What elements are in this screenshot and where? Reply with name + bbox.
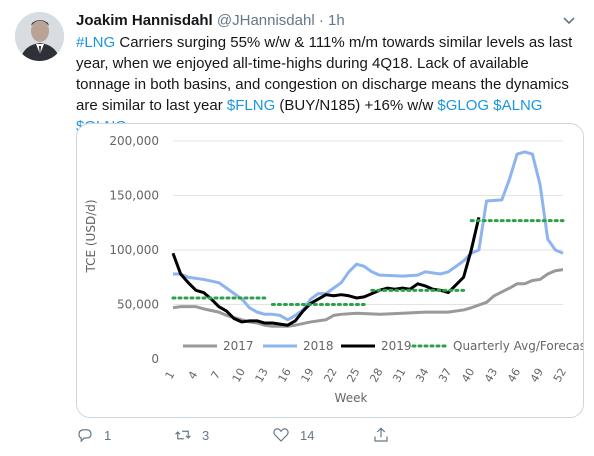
author-name[interactable]: Joakim Hannisdahl bbox=[76, 12, 213, 29]
like-count: 14 bbox=[300, 427, 315, 443]
legend-label: 2019 bbox=[381, 339, 412, 353]
x-tick-label: 43 bbox=[482, 366, 500, 385]
chart-series bbox=[171, 150, 565, 328]
like-button[interactable]: 14 bbox=[272, 424, 314, 446]
series-line bbox=[173, 150, 564, 322]
heart-icon bbox=[273, 428, 289, 442]
tweet-text: #LNG Carriers surging 55% w/w & 111% m/m… bbox=[76, 32, 586, 137]
y-axis-label: TCE (USD/d) bbox=[84, 199, 98, 273]
share-icon bbox=[374, 427, 388, 442]
y-axis-ticks: 0 50,000 100,000 150,000 200,000 bbox=[109, 134, 159, 366]
x-tick-label: 49 bbox=[528, 366, 546, 385]
reply-button[interactable]: 1 bbox=[76, 424, 111, 446]
cashtag-link[interactable]: #LNG bbox=[76, 34, 116, 51]
chevron-down-icon[interactable] bbox=[562, 14, 576, 28]
series-line bbox=[171, 216, 481, 327]
x-tick-label: 40 bbox=[459, 366, 477, 385]
x-tick-label: 52 bbox=[551, 366, 569, 385]
x-tick-label: 19 bbox=[298, 366, 316, 385]
cashtag-link[interactable]: $ALNG bbox=[493, 97, 543, 114]
x-tick-label: 31 bbox=[390, 366, 408, 385]
x-tick-label: 10 bbox=[230, 366, 248, 385]
legend-label: 2017 bbox=[223, 339, 254, 353]
x-tick-label: 22 bbox=[321, 366, 339, 385]
cashtag-link[interactable]: $FLNG bbox=[226, 97, 276, 114]
x-tick-label: 1 bbox=[163, 369, 178, 382]
retweet-count: 3 bbox=[202, 427, 210, 443]
y-tick-label: 0 bbox=[151, 352, 159, 366]
x-tick-label: 4 bbox=[186, 369, 201, 382]
avatar[interactable] bbox=[15, 12, 64, 61]
author-handle[interactable]: @JHannisdahl bbox=[216, 12, 315, 29]
reply-icon bbox=[78, 429, 92, 443]
tweet-media-chart[interactable]: 0 50,000 100,000 150,000 200,000 1 4 7 10 13 16 19… bbox=[76, 123, 584, 418]
separator-dot: · bbox=[318, 12, 324, 29]
tweet-text-segment: (BUY/N185) +16% w/w bbox=[275, 97, 438, 114]
x-axis-ticks: 1 4 7 10 13 16 19 22 25 28 31 34 37 40 43 46 49 52 bbox=[163, 366, 570, 385]
chart-grid bbox=[173, 140, 563, 305]
x-tick-label: 25 bbox=[344, 366, 362, 385]
x-tick-label: 7 bbox=[208, 369, 223, 382]
x-tick-label: 28 bbox=[367, 366, 385, 385]
share-button[interactable] bbox=[372, 424, 390, 446]
x-tick-label: 13 bbox=[253, 366, 271, 385]
retweet-button[interactable]: 3 bbox=[174, 424, 209, 446]
x-tick-label: 34 bbox=[413, 366, 431, 385]
tweet-header: Joakim Hannisdahl @JHannisdahl · 1h bbox=[76, 12, 576, 32]
y-tick-label: 50,000 bbox=[117, 298, 159, 312]
x-tick-label: 37 bbox=[436, 366, 454, 385]
reply-count: 1 bbox=[104, 427, 112, 443]
tweet-text-segment: Carriers surging 55% w/w & 111% m/m towa… bbox=[76, 34, 573, 114]
retweet-icon bbox=[175, 430, 191, 440]
tweet-time[interactable]: 1h bbox=[328, 12, 345, 29]
cashtag-link[interactable]: $GLOG bbox=[437, 97, 490, 114]
series-quarterly-avg-forecast bbox=[171, 219, 565, 306]
series-2019 bbox=[171, 216, 481, 327]
y-tick-label: 100,000 bbox=[109, 243, 159, 257]
lng-rates-chart: 0 50,000 100,000 150,000 200,000 1 4 7 10 13 16 19… bbox=[84, 134, 583, 405]
x-tick-label: 16 bbox=[276, 366, 294, 385]
x-tick-label: 46 bbox=[505, 366, 523, 385]
x-axis-label: Week bbox=[335, 391, 368, 405]
legend-label: Quarterly Avg/Forecast bbox=[453, 339, 583, 353]
y-tick-label: 150,000 bbox=[109, 189, 159, 203]
chart-legend: 2017 2018 2019 Quarterly Avg/Forecast bbox=[183, 339, 583, 353]
tweet-actions: 1 3 14 bbox=[76, 424, 576, 446]
y-tick-label: 200,000 bbox=[109, 134, 159, 148]
series-2018 bbox=[173, 150, 564, 322]
avatar-photo bbox=[15, 12, 64, 61]
legend-label: 2018 bbox=[303, 339, 334, 353]
